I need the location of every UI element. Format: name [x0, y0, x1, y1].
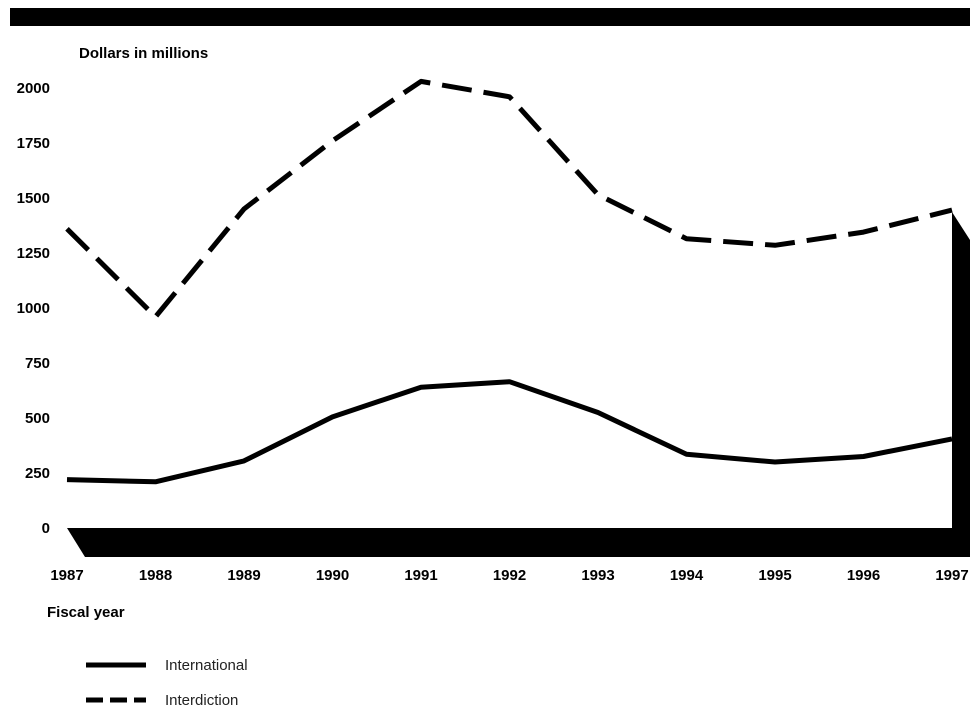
y-tick-labels: 0 250 500 750 1000 1250 1500 1750 2000 — [17, 80, 50, 537]
legend-label: International — [165, 657, 248, 674]
x-tick-label: 1992 — [493, 567, 526, 584]
x-tick-label: 1990 — [316, 567, 349, 584]
x-tick-label: 1989 — [227, 567, 260, 584]
y-tick-label: 750 — [25, 355, 50, 372]
x-tick-label: 1991 — [404, 567, 437, 584]
y-axis-title: Dollars in millions — [79, 45, 208, 62]
x-tick-label: 1994 — [670, 567, 704, 584]
y-tick-label: 0 — [42, 520, 50, 537]
x-tick-label: 1987 — [50, 567, 83, 584]
series-lines — [65, 78, 953, 485]
legend: International Interdiction — [86, 657, 248, 709]
x-tick-label: 1996 — [847, 567, 880, 584]
series-line-international — [66, 379, 953, 485]
right-3d-wall — [952, 212, 970, 557]
y-tick-label: 1500 — [17, 190, 50, 207]
y-tick-label: 1250 — [17, 245, 50, 262]
legend-label: Interdiction — [165, 692, 238, 709]
x-tick-label: 1997 — [935, 567, 968, 584]
y-tick-label: 2000 — [17, 80, 50, 97]
y-tick-label: 1000 — [17, 300, 50, 317]
y-tick-label: 250 — [25, 465, 50, 482]
x-tick-labels: 1987 1988 1989 1990 1991 1992 1993 1994 1995 1996… — [50, 567, 968, 584]
x-tick-label: 1993 — [581, 567, 614, 584]
x-tick-label: 1995 — [758, 567, 791, 584]
y-tick-label: 1750 — [17, 135, 50, 152]
series-line-interdiction — [65, 78, 953, 320]
floor-3d-base — [67, 528, 952, 557]
top-banner-bar — [10, 8, 970, 26]
x-axis-title: Fiscal year — [47, 604, 125, 621]
x-tick-label: 1988 — [139, 567, 172, 584]
y-tick-label: 500 — [25, 410, 50, 427]
